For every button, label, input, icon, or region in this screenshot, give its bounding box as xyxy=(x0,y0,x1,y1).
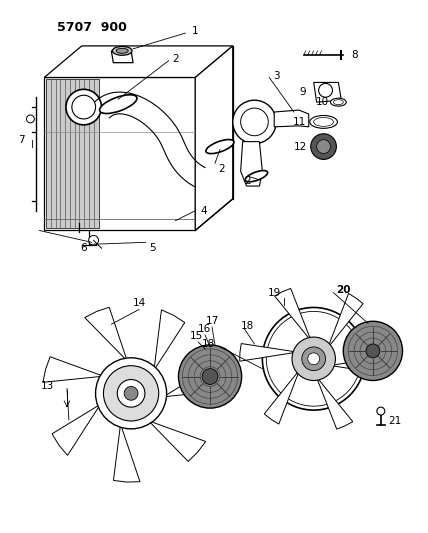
Text: 3: 3 xyxy=(273,70,280,80)
Text: 12: 12 xyxy=(294,142,307,151)
Polygon shape xyxy=(44,77,195,230)
Text: 6: 6 xyxy=(80,243,87,253)
Circle shape xyxy=(124,386,138,400)
Text: 2: 2 xyxy=(218,164,225,174)
Circle shape xyxy=(292,337,336,381)
Circle shape xyxy=(202,369,218,384)
Circle shape xyxy=(318,83,333,97)
Polygon shape xyxy=(274,110,309,127)
Polygon shape xyxy=(46,79,98,229)
Circle shape xyxy=(104,366,159,421)
Text: 19: 19 xyxy=(268,288,281,297)
Polygon shape xyxy=(314,83,341,102)
Text: 21: 21 xyxy=(389,416,402,426)
Text: 17: 17 xyxy=(205,316,219,326)
Ellipse shape xyxy=(245,171,268,182)
Text: 20: 20 xyxy=(336,285,351,295)
Circle shape xyxy=(366,344,380,358)
Polygon shape xyxy=(85,307,127,368)
Circle shape xyxy=(72,95,95,119)
Polygon shape xyxy=(319,294,363,348)
Circle shape xyxy=(262,308,365,410)
Circle shape xyxy=(66,90,101,125)
Polygon shape xyxy=(330,355,388,374)
Polygon shape xyxy=(44,46,233,77)
Circle shape xyxy=(266,311,361,406)
Text: 10: 10 xyxy=(315,97,329,107)
Text: 18: 18 xyxy=(202,339,215,349)
Polygon shape xyxy=(316,372,353,429)
Text: 4: 4 xyxy=(200,206,207,216)
Polygon shape xyxy=(241,142,262,186)
Circle shape xyxy=(311,134,336,159)
Circle shape xyxy=(117,379,145,407)
Text: 15: 15 xyxy=(190,331,203,341)
Text: 9: 9 xyxy=(299,87,306,98)
Ellipse shape xyxy=(100,95,137,114)
Polygon shape xyxy=(113,424,140,482)
Text: 13: 13 xyxy=(41,382,54,391)
Polygon shape xyxy=(275,288,311,345)
Circle shape xyxy=(27,115,34,123)
Ellipse shape xyxy=(330,98,346,106)
Ellipse shape xyxy=(333,100,343,104)
Text: 5707  900: 5707 900 xyxy=(57,21,127,34)
Polygon shape xyxy=(149,407,206,462)
Ellipse shape xyxy=(206,140,234,154)
Text: 1: 1 xyxy=(192,26,199,36)
Ellipse shape xyxy=(310,116,337,128)
Circle shape xyxy=(302,347,326,370)
Circle shape xyxy=(241,108,268,136)
Circle shape xyxy=(308,353,320,365)
Circle shape xyxy=(377,407,385,415)
Circle shape xyxy=(178,345,242,408)
Polygon shape xyxy=(264,370,308,424)
Ellipse shape xyxy=(116,49,128,53)
Circle shape xyxy=(343,321,402,381)
Text: 7: 7 xyxy=(18,135,24,144)
Text: 8: 8 xyxy=(351,50,358,60)
Text: 11: 11 xyxy=(293,117,306,127)
Polygon shape xyxy=(195,46,233,230)
Text: 2: 2 xyxy=(172,54,179,64)
Text: 2: 2 xyxy=(244,176,251,186)
Text: 16: 16 xyxy=(197,324,211,334)
Text: 5: 5 xyxy=(149,243,155,253)
Circle shape xyxy=(89,236,98,245)
Circle shape xyxy=(233,100,276,143)
Text: 14: 14 xyxy=(132,297,146,308)
Text: 18: 18 xyxy=(241,321,254,331)
Polygon shape xyxy=(43,357,104,393)
Ellipse shape xyxy=(314,117,333,126)
Polygon shape xyxy=(138,310,185,370)
Polygon shape xyxy=(240,344,297,362)
Polygon shape xyxy=(111,51,133,63)
Circle shape xyxy=(95,358,166,429)
Polygon shape xyxy=(160,365,220,397)
Ellipse shape xyxy=(112,46,132,55)
Polygon shape xyxy=(52,405,111,455)
Circle shape xyxy=(317,140,330,154)
